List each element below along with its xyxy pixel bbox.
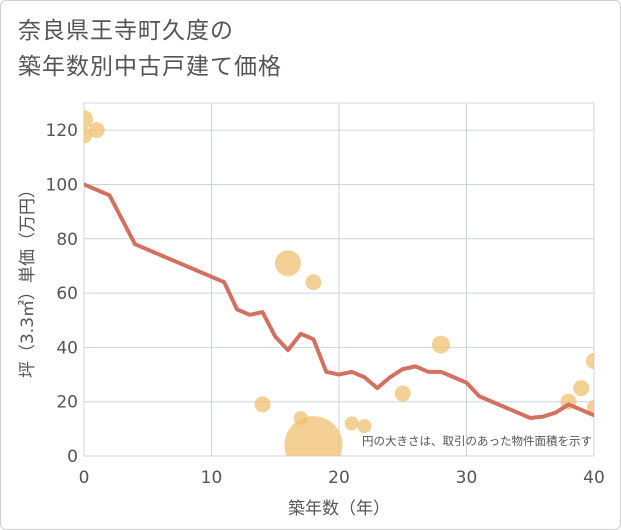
y-tick-label: 0: [67, 447, 78, 467]
bubble-point: [573, 380, 590, 397]
x-axis-label: 築年数（年）: [288, 499, 390, 519]
bubble-point: [432, 335, 450, 354]
bubble-point: [586, 352, 594, 369]
bubble-point: [305, 274, 322, 291]
y-tick-label: 60: [56, 284, 78, 304]
y-tick-label: 20: [56, 393, 78, 413]
bubble-point: [587, 400, 594, 415]
series-line: [84, 182, 594, 420]
bubble-point: [84, 110, 93, 129]
x-tick-label: 40: [583, 468, 605, 488]
y-tick-label: 40: [56, 338, 78, 358]
x-tick-label: 0: [79, 468, 90, 488]
y-tick-label: 100: [46, 175, 78, 195]
bubble-point: [357, 419, 372, 434]
y-axis-label: 坪（3.3㎡）単価（万円）: [18, 181, 38, 378]
size-annotation: 円の大きさは、取引のあった物件面積を示す: [362, 434, 592, 448]
bubble-point: [254, 396, 271, 413]
x-tick-label: 20: [328, 468, 350, 488]
x-tick-label: 10: [201, 468, 223, 488]
chart-title: 奈良県王寺町久度の 築年数別中古戸建て価格: [18, 18, 282, 80]
y-tick-label: 120: [46, 121, 78, 141]
bubble-point: [88, 122, 105, 139]
bubble-point: [284, 416, 343, 456]
bubble-point: [344, 416, 359, 431]
x-tick-label: 30: [456, 468, 478, 488]
bubble-point: [275, 250, 301, 277]
y-tick-label: 80: [56, 230, 78, 250]
bubble-point: [394, 385, 411, 402]
